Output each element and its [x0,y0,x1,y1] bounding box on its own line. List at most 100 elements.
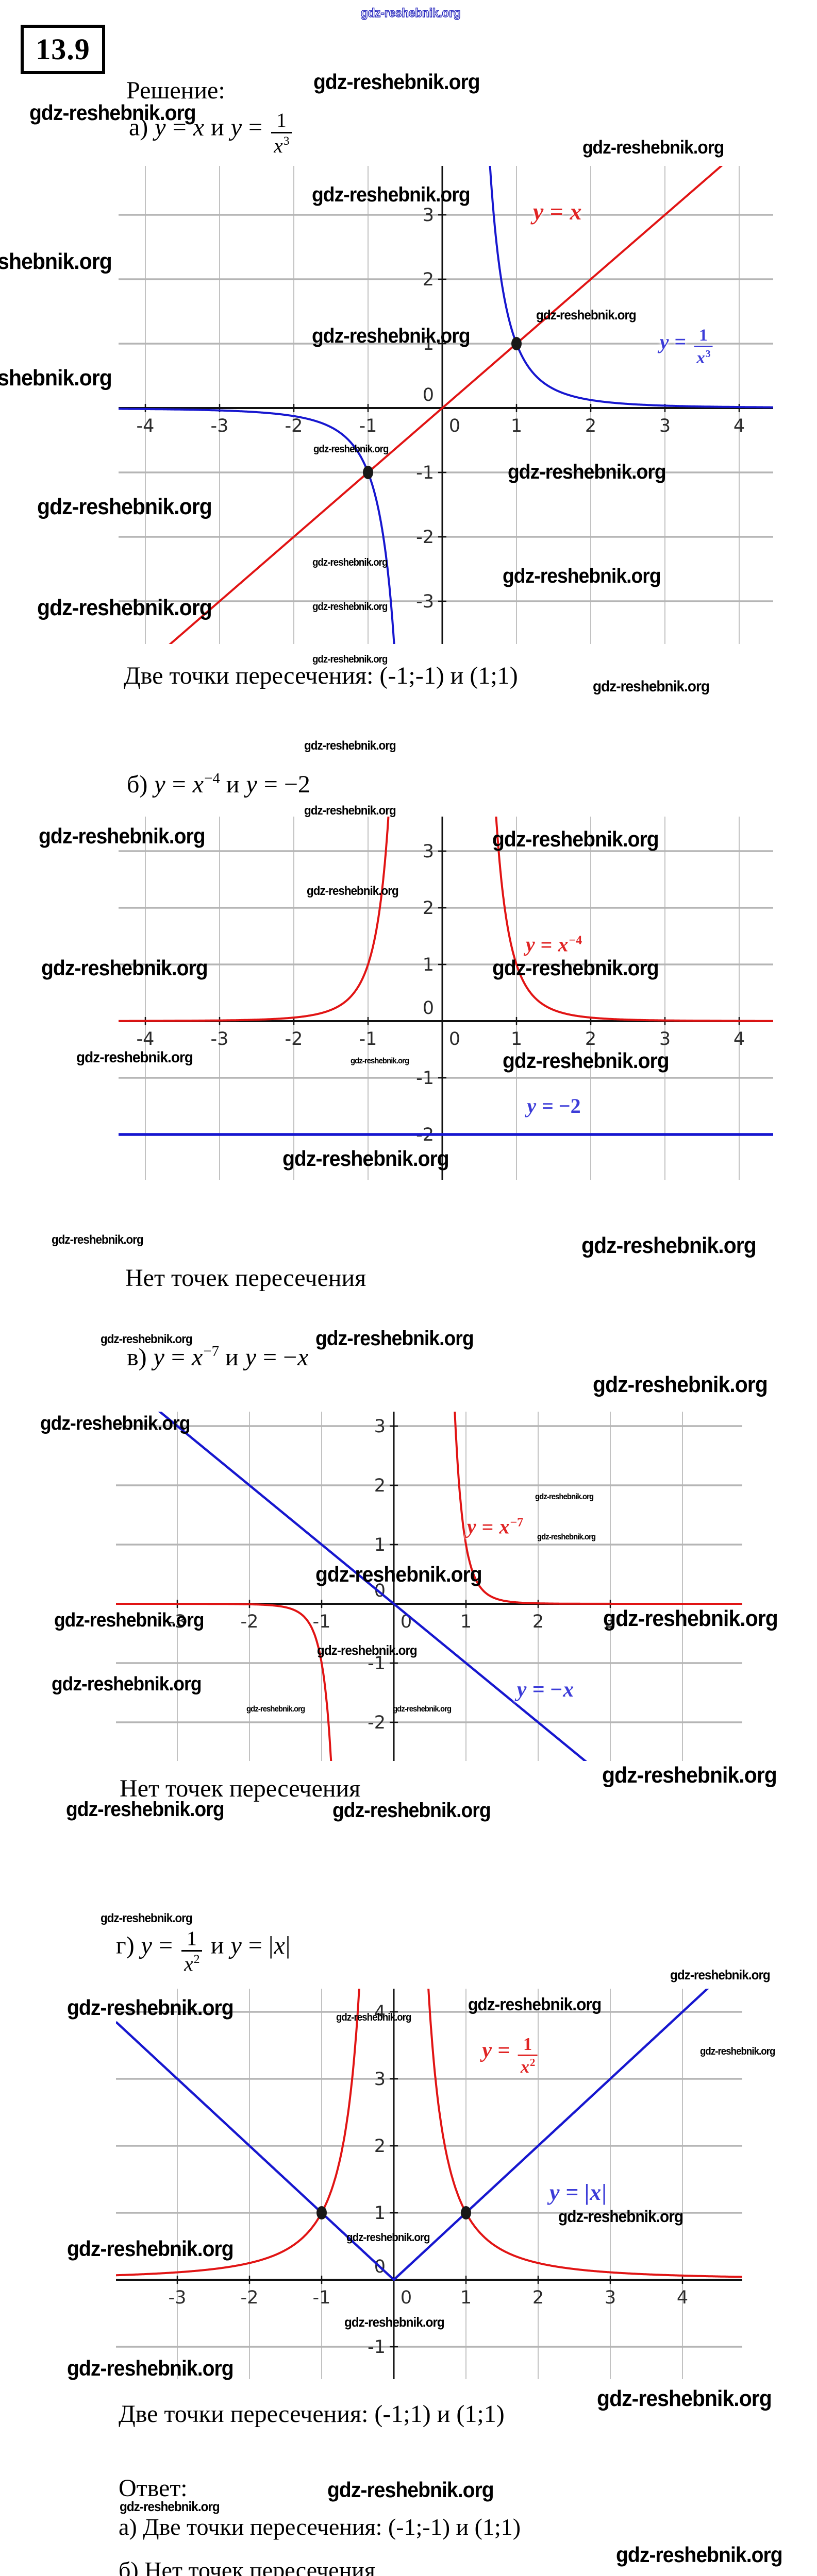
watermark: gdz-reshebnik.org [313,444,389,455]
math-var: x [297,1343,309,1371]
math-var: x [274,1931,285,1959]
fraction: 1 x3 [271,109,292,157]
y-tick-label: 1 [423,955,434,975]
x-tick-label: 0 [401,2287,412,2308]
y-tick-label: -2 [368,1713,386,1733]
x-tick-label: -3 [211,416,229,436]
graph-b: -4 -3 -2 -1 0 1 2 3 4 3 2 1 0 -1 -2 y = x−4 y = −2 [119,817,773,1180]
math-var: y [230,1931,242,1959]
intersection-dot [363,466,373,479]
watermark: gdz-reshebnik.org [332,1799,491,1822]
math-var: y [245,1343,256,1371]
function-label: y = 1 x3 [659,327,715,367]
math-text: = [164,1343,192,1371]
watermark: gdz-reshebnik.org [346,2231,430,2244]
watermark: gdz-reshebnik.org [492,827,659,851]
watermark: gdz-reshebnik.org [597,2386,772,2411]
watermark: gdz-reshebnik.org [307,884,399,898]
x-tick-label: 3 [659,416,671,436]
fraction-denominator: x3 [694,347,712,367]
math-var: x [520,2057,530,2077]
math-var: y [141,1931,152,1959]
x-tick-label: 1 [511,416,522,436]
math-var: y [532,198,544,225]
math-var: y [482,2039,492,2063]
watermark: gdz-reshebnik.org [351,1057,409,1065]
math-var: y [659,330,669,353]
x-tick-label: 2 [585,416,596,436]
math-text: −7 [203,1343,219,1360]
x-tick-label: 0 [449,1029,460,1049]
math-text: и [204,1931,230,1959]
math-var: y [525,933,535,956]
math-text: 1 [699,326,708,345]
watermark: gdz-reshebnik.org [101,1911,193,1925]
watermark: gdz-reshebnik.org [317,1642,418,1658]
graph-g: -3 -2 -1 0 1 2 3 4 4 3 2 1 0 -1 y = 1 x2 y = |x| [116,1989,742,2379]
function-label: y = 1 x2 [481,2035,540,2076]
section-b-conclusion: Нет точек пересечения [125,1264,366,1292]
watermark: gdz-reshebnik.org [312,601,388,613]
x-tick-label: 1 [511,1029,522,1049]
math-var: x [192,1343,203,1371]
math-text: 1 [523,2034,532,2054]
watermark: gdz-reshebnik.org [492,956,659,980]
watermark: gdz-reshebnik.org [313,70,480,94]
math-var: x [563,1677,574,1702]
math-text: в) [127,1343,153,1371]
y-tick-label: 2 [423,269,434,290]
watermark: gdz-reshebnik.org [37,494,212,519]
x-tick-label: 3 [605,1612,616,1632]
x-tick-label: -2 [241,1612,259,1632]
watermark: gdz-reshebnik.org [582,137,724,158]
watermark: gdz-reshebnik.org [101,1332,193,1346]
y-tick-label: -3 [416,591,434,612]
math-var: y [516,1677,527,1702]
watermark: gdz-reshebnik.org [468,1995,602,2014]
fraction-denominator: x3 [271,133,292,157]
math-text: и [205,113,230,141]
watermark: gdz-reshebnik.org [312,325,471,347]
watermark: gdz-reshebnik.org [593,1372,768,1397]
watermark: gdz-reshebnik.org [581,1233,757,1258]
y-tick-label: 3 [374,2069,386,2090]
math-var: x [696,348,705,367]
problem-number-box: 13.9 [21,25,105,74]
x-tick-label: 2 [585,1029,596,1049]
math-text: 1 [276,109,287,131]
x-tick-label: 4 [677,2287,688,2308]
watermark: gdz-reshebnik.org [54,1609,204,1631]
problem-number: 13.9 [36,32,90,66]
section-v-conclusion: Нет точек пересечения [120,1775,361,1802]
watermark: gdz-reshebnik.org [603,1606,778,1631]
answer-heading: Ответ: [119,2475,188,2502]
x-tick-label: 2 [532,2287,544,2308]
watermark: gdz-reshebnik.org [0,249,112,274]
math-var: x [193,113,204,141]
math-text: −4 [204,770,220,787]
y-tick-label: 4 [374,2002,386,2023]
watermark: gdz-reshebnik.org [537,1533,596,1541]
x-tick-label: -4 [137,416,155,436]
function-label: y = |x| [549,2181,607,2204]
section-g-conclusion: Две точки пересечения: (-1;1) и (1;1) [119,2400,505,2428]
y-tick-label: 2 [374,2136,386,2157]
watermark: gdz-reshebnik.org [315,1327,474,1350]
math-text: −7 [510,1516,524,1530]
fraction-denominator: x2 [518,2056,537,2076]
math-text: а) [129,113,155,141]
math-text: = [492,2039,515,2063]
watermark: gdz-reshebnik.org [536,307,637,323]
intersection-dot [461,2206,471,2219]
math-var: y [527,1094,537,1117]
watermark: gdz-reshebnik.org [616,2543,783,2567]
math-text: 3 [283,134,290,148]
watermark: gdz-reshebnik.org [0,365,112,391]
fraction-numerator: 1 [694,326,713,347]
x-tick-label: -1 [359,1029,377,1049]
watermark: gdz-reshebnik.org [52,1233,144,1247]
math-text: | [602,2180,607,2205]
